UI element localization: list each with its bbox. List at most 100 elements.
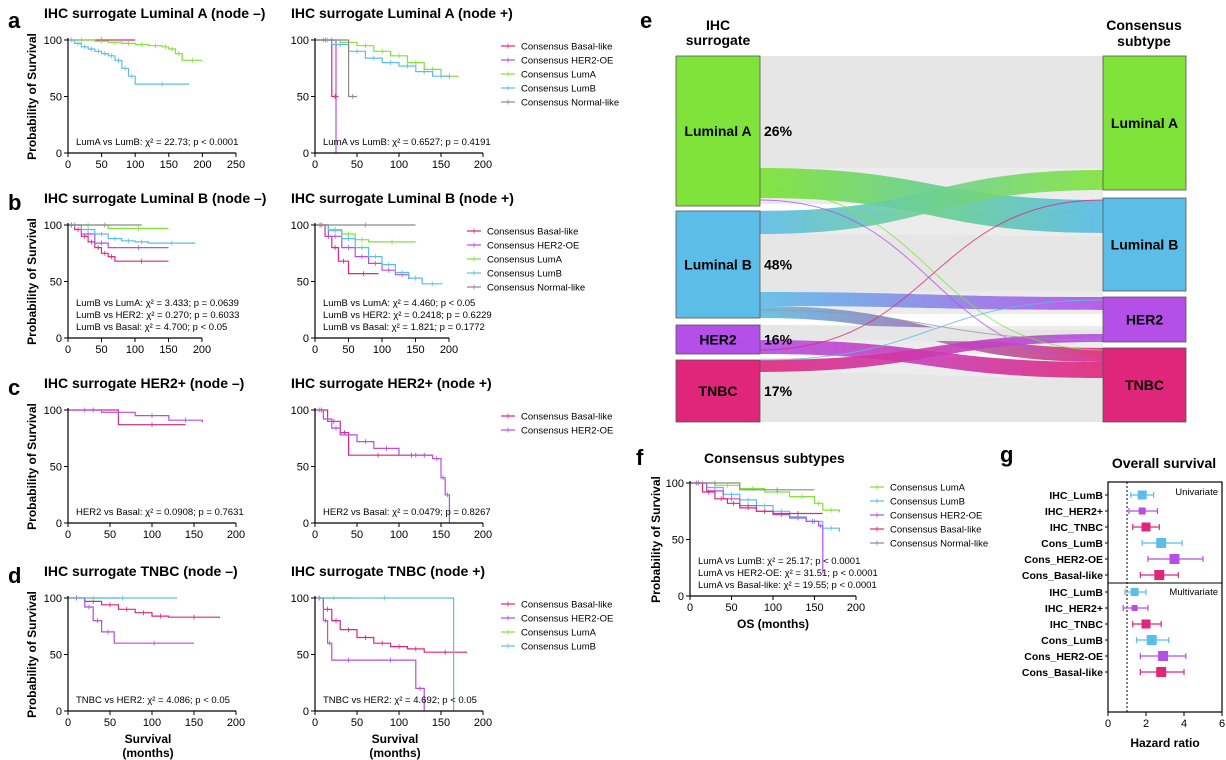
legend-label: Consensus HER2-OE — [521, 426, 613, 437]
x-tick-label: 0 — [312, 344, 318, 356]
stat-line: LumA vs LumB: χ² = 25.17; p < 0.0001 — [698, 556, 860, 567]
sankey-left-label: TNBC — [699, 383, 738, 399]
panel-title: IHC surrogate Luminal B (node –) — [44, 190, 266, 206]
flow-lumB-lumA — [760, 170, 1103, 234]
x-tick-label: 100 — [390, 159, 408, 171]
panel-title: IHC surrogate HER2+ (node +) — [291, 375, 492, 391]
forest-row-label: Cons_HER2-OE — [1024, 554, 1103, 566]
hr-point — [1130, 588, 1139, 596]
km-curve-lumb — [68, 39, 189, 85]
km-panel-a2: IHC surrogate Luminal A (node +) 0 50 100 15… — [291, 5, 620, 171]
hr-point — [1146, 635, 1157, 645]
y-tick-label: 100 — [44, 405, 62, 417]
x-tick-label: 150 — [432, 717, 450, 729]
x-tick-label: 50 — [95, 344, 107, 356]
sankey-right-label: HER2 — [1126, 312, 1164, 328]
y-tick-label: 0 — [303, 333, 309, 345]
x-axis-title: Survival — [125, 732, 172, 746]
x-tick-label: 200 — [227, 717, 245, 729]
forest-row-label: Cons_LumB — [1041, 538, 1103, 550]
legend-label: Consensus Normal-like — [521, 98, 619, 109]
y-tick-label: 50 — [297, 92, 309, 104]
legend-label: Consensus Normal-like — [890, 539, 988, 550]
stat-line: LumA vs LumB: χ² = 22.73; p < 0.0001 — [76, 137, 238, 148]
sankey-left-node — [675, 55, 761, 207]
x-tick-label: 6 — [1219, 718, 1225, 730]
y-tick-label: 100 — [666, 478, 684, 490]
x-tick-label: 0 — [312, 159, 318, 171]
x-tick-label: 50 — [104, 717, 116, 729]
km-curve-basal — [68, 597, 220, 619]
y-tick-label: 0 — [303, 148, 309, 160]
sankey-right-label: Luminal A — [1111, 115, 1178, 131]
flow-thread — [759, 309, 1104, 341]
forest-row-label: Cons_Basal-like — [1022, 570, 1103, 582]
x-tick-label: 100 — [126, 344, 144, 356]
legend-label: Consensus LumA — [487, 255, 563, 266]
legend-label: Consensus LumB — [521, 84, 596, 95]
x-tick-label: 150 — [805, 602, 823, 614]
panel-title: IHC surrogate TNBC (node –) — [44, 563, 238, 579]
sankey-right-node — [1102, 296, 1187, 343]
sankey-left-label: HER2 — [699, 332, 737, 348]
hr-point — [1169, 554, 1180, 564]
stat-line: LumB vs HER2: χ² = 0.2418; p = 0.6229 — [323, 310, 492, 321]
section-label: Multivariate — [1169, 587, 1218, 598]
hr-point — [1154, 570, 1165, 580]
y-tick-label: 100 — [44, 35, 62, 47]
flow-her2-tnbc — [760, 340, 1103, 378]
y-axis-title: Probability of Survival — [25, 591, 39, 718]
x-tick-label: 50 — [342, 344, 354, 356]
x-tick-label: 200 — [193, 344, 211, 356]
y-tick-label: 0 — [56, 706, 62, 718]
legend-label: Consensus Basal-like — [521, 412, 612, 423]
x-tick-label: 0 — [65, 529, 71, 541]
panel-title: Overall survival — [1112, 455, 1216, 471]
panel-title: IHC surrogate Luminal A (node –) — [44, 5, 265, 21]
y-tick-label: 0 — [678, 591, 684, 603]
x-tick-label: 0 — [65, 344, 71, 356]
y-tick-label: 50 — [297, 650, 309, 662]
y-tick-label: 100 — [291, 220, 309, 232]
x-axis-title: OS (months) — [737, 617, 809, 631]
km-curve-her2 — [68, 597, 194, 644]
x-tick-label: 4 — [1181, 718, 1187, 730]
y-tick-label: 50 — [297, 462, 309, 474]
x-tick-label: 0 — [312, 529, 318, 541]
legend-label: Consensus LumA — [521, 70, 597, 81]
y-tick-label: 50 — [50, 92, 62, 104]
legend-label: Consensus LumB — [487, 269, 562, 280]
x-tick-label: 200 — [193, 159, 211, 171]
y-axis-title: Probability of Survival — [25, 33, 39, 160]
panel-title: IHC surrogate TNBC (node +) — [291, 563, 485, 579]
panel-letter-d: d — [8, 563, 21, 588]
y-tick-label: 50 — [672, 535, 684, 547]
flow-thread — [759, 299, 1104, 361]
km-curve-luma — [315, 224, 416, 243]
sankey-right-title: Consensus — [1106, 17, 1182, 33]
x-axis-title-unit: (months) — [369, 746, 420, 760]
hr-point — [1141, 522, 1151, 532]
km-curve-her2 — [315, 409, 450, 523]
y-tick-label: 50 — [297, 277, 309, 289]
y-axis-title: Probability of Survival — [25, 403, 39, 530]
km-panel-c1: c IHC surrogate HER2+ (node –) 0 50 100 150 20… — [8, 375, 245, 541]
y-tick-label: 0 — [56, 148, 62, 160]
legend-label: Consensus LumA — [521, 628, 597, 639]
km-curve-her2 — [68, 409, 203, 423]
x-tick-label: 150 — [432, 159, 450, 171]
y-tick-label: 0 — [303, 518, 309, 530]
legend-label: Consensus Basal-like — [521, 42, 612, 53]
x-tick-label: 2 — [1143, 718, 1149, 730]
x-tick-label: 200 — [474, 159, 492, 171]
km-curve-lumb — [690, 482, 840, 532]
x-tick-label: 150 — [406, 344, 424, 356]
panel-title: Consensus subtypes — [704, 450, 845, 466]
legend-label: Consensus LumB — [521, 642, 596, 653]
y-tick-label: 100 — [291, 405, 309, 417]
forest-row-label: IHC_HER2+ — [1045, 506, 1103, 518]
x-tick-label: 200 — [227, 529, 245, 541]
forest-row-label: IHC_LumB — [1049, 587, 1103, 599]
legend-label: Consensus LumB — [890, 497, 965, 508]
